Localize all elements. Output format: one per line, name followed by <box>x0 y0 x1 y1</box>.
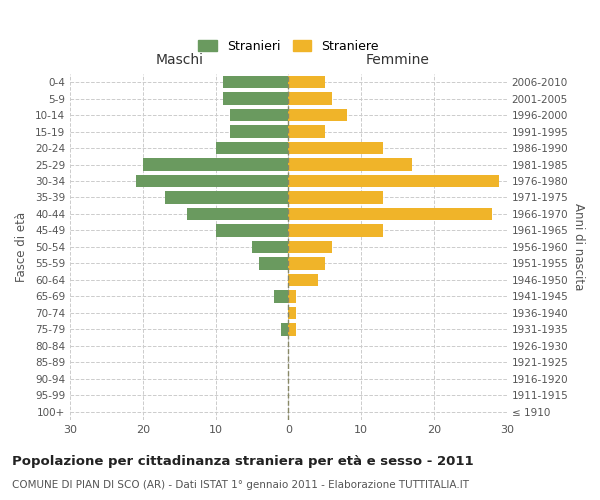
Bar <box>289 126 325 138</box>
Text: Maschi: Maschi <box>155 53 203 67</box>
Bar <box>230 126 289 138</box>
Bar <box>289 274 317 286</box>
Bar <box>215 224 289 236</box>
Bar <box>164 192 289 203</box>
Bar <box>215 142 289 154</box>
Legend: Stranieri, Straniere: Stranieri, Straniere <box>193 35 384 58</box>
Bar <box>289 142 383 154</box>
Bar <box>259 258 289 270</box>
Bar <box>289 323 296 336</box>
Text: COMUNE DI PIAN DI SCO (AR) - Dati ISTAT 1° gennaio 2011 - Elaborazione TUTTITALI: COMUNE DI PIAN DI SCO (AR) - Dati ISTAT … <box>12 480 469 490</box>
Bar <box>289 92 332 104</box>
Bar <box>187 208 289 220</box>
Y-axis label: Anni di nascita: Anni di nascita <box>572 204 585 290</box>
Bar <box>223 92 289 104</box>
Text: Popolazione per cittadinanza straniera per età e sesso - 2011: Popolazione per cittadinanza straniera p… <box>12 455 473 468</box>
Bar <box>289 76 325 88</box>
Bar <box>289 208 492 220</box>
Bar <box>223 76 289 88</box>
Bar <box>289 109 347 121</box>
Bar <box>230 109 289 121</box>
Bar <box>143 158 289 170</box>
Bar <box>274 290 289 302</box>
Bar <box>289 175 499 187</box>
Bar <box>289 158 412 170</box>
Bar <box>289 241 332 253</box>
Bar <box>136 175 289 187</box>
Bar <box>289 258 325 270</box>
Y-axis label: Fasce di età: Fasce di età <box>15 212 28 282</box>
Bar <box>289 192 383 203</box>
Bar <box>281 323 289 336</box>
Bar <box>252 241 289 253</box>
Text: Femmine: Femmine <box>365 53 430 67</box>
Bar <box>289 224 383 236</box>
Bar <box>289 307 296 319</box>
Bar <box>289 290 296 302</box>
